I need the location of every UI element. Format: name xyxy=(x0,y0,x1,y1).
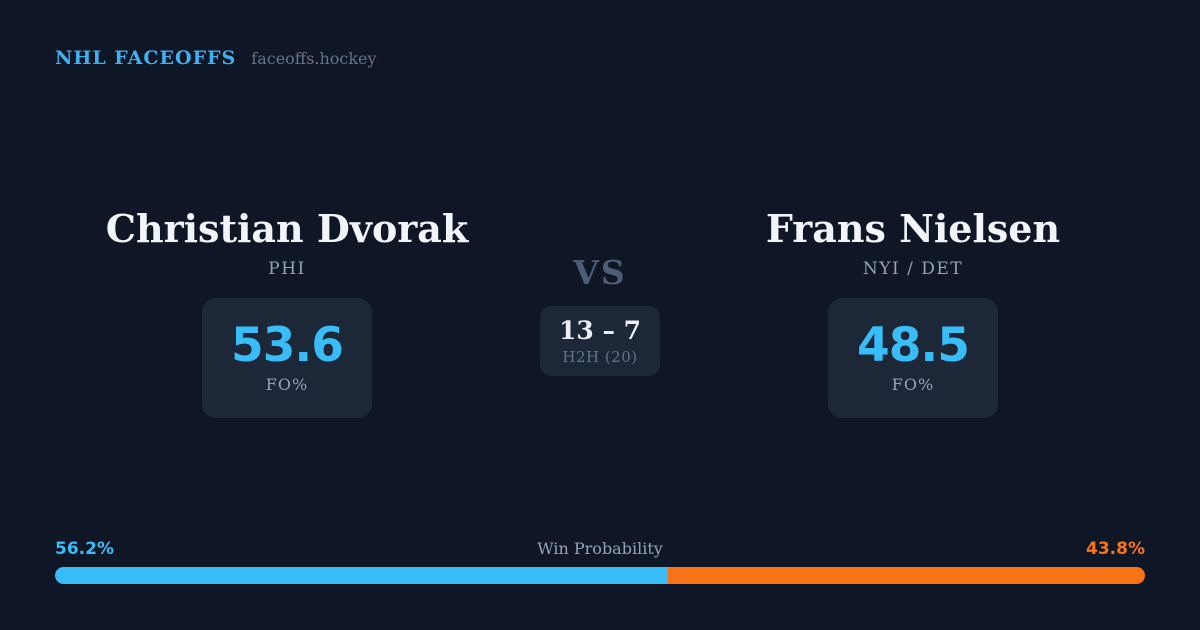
player-left-name: Christian Dvorak xyxy=(105,206,469,251)
player-right-fo-value: 48.5 xyxy=(857,317,970,373)
player-left-team: PHI xyxy=(268,258,306,279)
player-right-team: NYI / DET xyxy=(862,258,964,279)
h2h-card: 13 – 7 H2H (20) xyxy=(539,306,661,376)
win-probability-title: Win Probability xyxy=(537,539,663,558)
site-domain: faceoffs.hockey xyxy=(251,49,377,68)
win-probability-labels: 56.2% Win Probability 43.8% xyxy=(55,539,1145,559)
vs-label: VS xyxy=(573,253,627,292)
win-probability-bar-left xyxy=(55,567,668,584)
right-win-pct: 43.8% xyxy=(1086,539,1145,559)
player-right-section: Frans Nielsen NYI / DET 48.5 FO% xyxy=(713,206,1113,418)
win-probability-bar-right xyxy=(667,567,1145,584)
player-left-stat-card: 53.6 FO% xyxy=(202,297,372,418)
win-probability-bar xyxy=(55,567,1145,584)
header: NHL FACEOFFS faceoffs.hockey xyxy=(55,47,377,69)
h2h-label: H2H (20) xyxy=(562,347,638,366)
player-right-fo-label: FO% xyxy=(891,375,935,395)
vs-column: VS 13 – 7 H2H (20) xyxy=(500,256,700,376)
player-right-name: Frans Nielsen xyxy=(765,206,1061,251)
player-left-fo-label: FO% xyxy=(265,375,309,395)
h2h-score: 13 – 7 xyxy=(558,316,642,345)
player-left-section: Christian Dvorak PHI 53.6 FO% xyxy=(87,206,487,418)
player-right-stat-card: 48.5 FO% xyxy=(828,297,998,418)
left-win-pct: 56.2% xyxy=(55,539,114,559)
player-left-fo-value: 53.6 xyxy=(231,317,344,373)
brand-title: NHL FACEOFFS xyxy=(55,47,237,69)
